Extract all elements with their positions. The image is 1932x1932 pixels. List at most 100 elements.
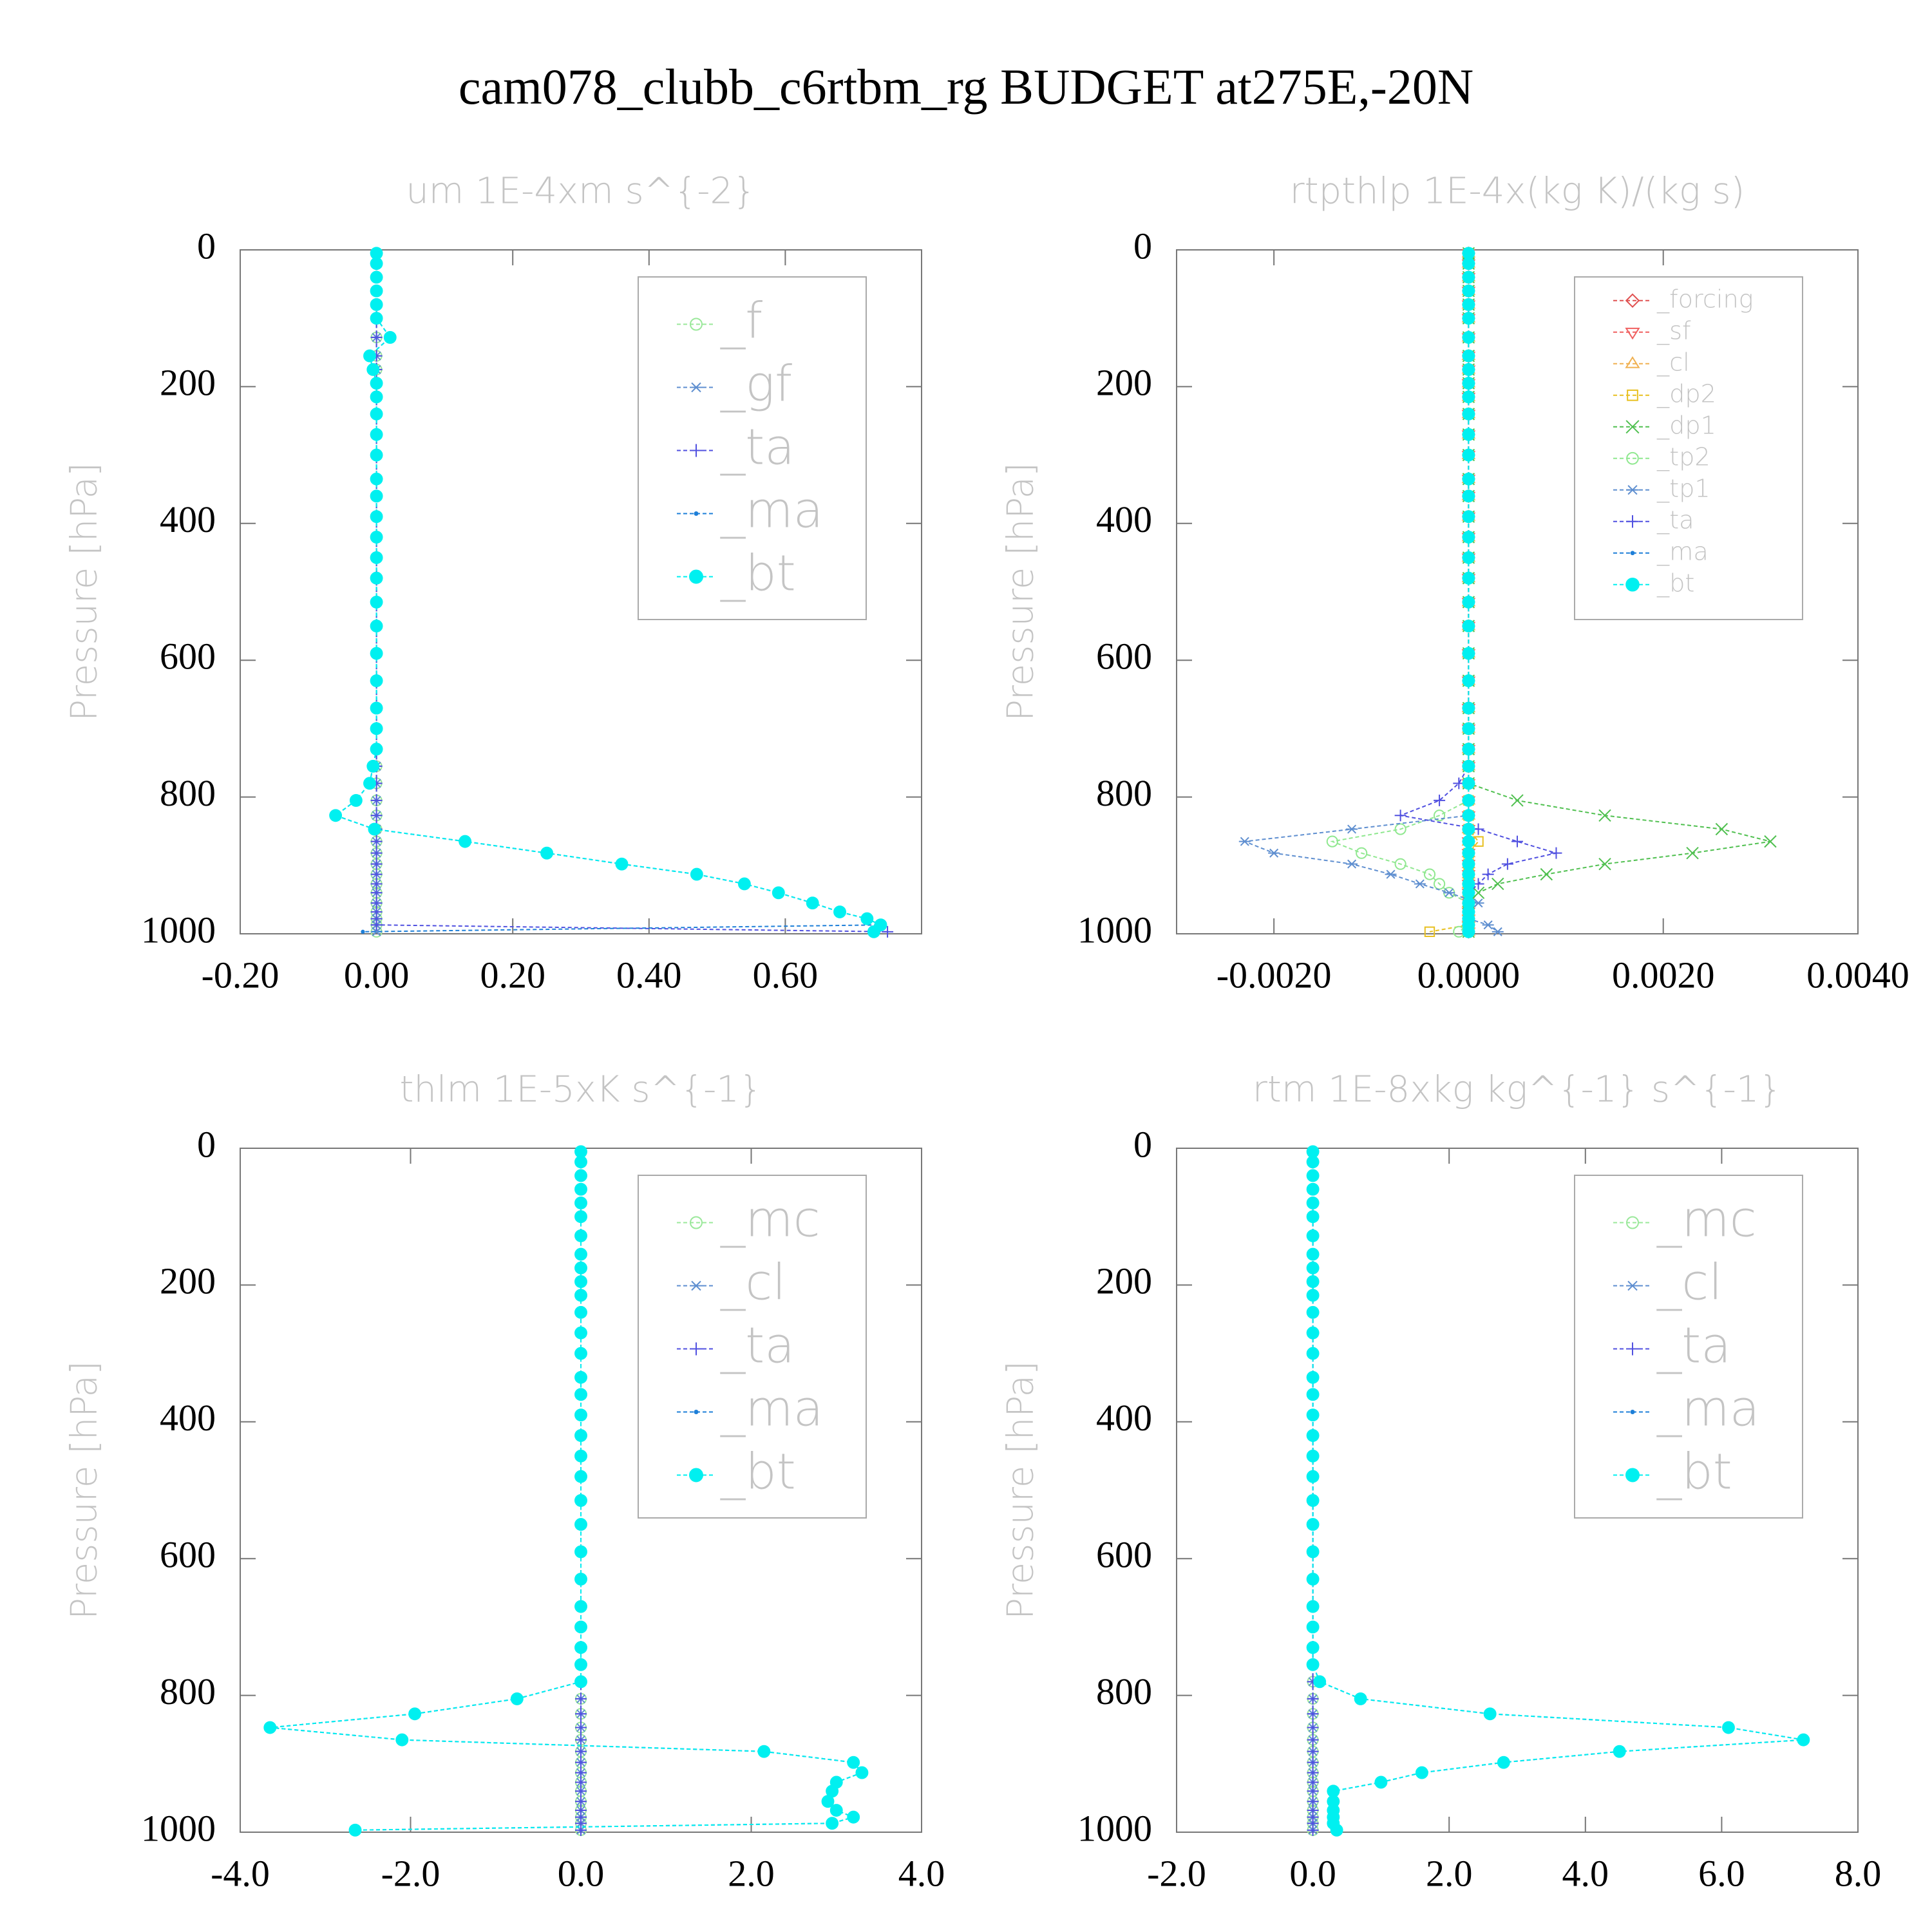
marker (1385, 869, 1397, 879)
marker (329, 809, 343, 822)
legend-label: _gf (720, 356, 792, 413)
legend-marker (690, 444, 703, 457)
x-tick-label: 0.0000 (1417, 954, 1520, 996)
marker (1613, 1745, 1626, 1758)
legend-label: _forcing (1656, 285, 1754, 314)
x-tick-label: -2.0 (381, 1852, 440, 1894)
y-tick-label: 200 (1096, 1260, 1152, 1302)
marker (1598, 857, 1611, 871)
series-line (1330, 253, 1470, 933)
legend-marker (1627, 389, 1638, 401)
legend-marker (690, 1216, 703, 1229)
marker (1511, 835, 1523, 848)
marker (370, 919, 383, 931)
marker (370, 647, 383, 660)
marker (363, 349, 376, 363)
x-tick-label: 2.0 (728, 1852, 775, 1894)
marker (1462, 472, 1475, 486)
marker (1462, 793, 1475, 807)
x-tick-label: 0.0 (1289, 1852, 1336, 1894)
marker (1686, 846, 1699, 860)
marker (370, 620, 383, 633)
marker (575, 1734, 587, 1746)
legend-marker (1626, 1342, 1639, 1356)
marker (574, 1675, 587, 1689)
marker (1306, 1388, 1320, 1401)
legend-label: _bt (1656, 569, 1694, 598)
marker (1394, 823, 1406, 835)
y-tick-label: 400 (1096, 1397, 1152, 1439)
marker (615, 857, 629, 871)
marker (737, 877, 751, 891)
marker (574, 1518, 587, 1531)
marker (574, 1388, 587, 1401)
legend-marker (690, 1342, 703, 1356)
marker (1433, 878, 1446, 890)
marker (829, 1804, 843, 1817)
marker (1462, 551, 1475, 564)
x-tick-label: 0.0 (558, 1852, 605, 1894)
marker (1434, 794, 1446, 806)
marker (370, 847, 383, 859)
legend-box (1574, 276, 1803, 620)
figure-title: cam078_clubb_c6rtbm_rg BUDGET at275E,-20… (459, 59, 1473, 115)
marker (1306, 1197, 1320, 1209)
marker (1414, 879, 1426, 889)
legend-label: _dp2 (1656, 380, 1716, 408)
marker (574, 1182, 587, 1196)
y-tick-label: 200 (1096, 362, 1152, 404)
legend-marker (1626, 485, 1639, 495)
marker (867, 925, 880, 938)
legend-marker (689, 569, 703, 584)
x-tick-label: -0.20 (202, 954, 279, 996)
marker (370, 835, 383, 848)
marker (1306, 1155, 1320, 1169)
legend-label: _f (720, 293, 762, 350)
marker (1307, 1721, 1319, 1734)
legend-marker (1625, 1468, 1640, 1482)
marker (1462, 510, 1475, 524)
y-tick-label: 0 (1133, 1123, 1152, 1165)
marker (690, 867, 703, 881)
marker (574, 1289, 587, 1302)
plot-frame (1176, 1148, 1859, 1833)
marker (1307, 1745, 1319, 1757)
marker (1306, 1449, 1320, 1463)
y-tick-label: 1000 (141, 1807, 216, 1849)
legend-marker (1630, 1410, 1635, 1414)
legend-marker (690, 382, 703, 393)
marker (1764, 835, 1777, 848)
marker (370, 887, 383, 899)
y-tick-label: 400 (1096, 498, 1152, 540)
marker (370, 257, 383, 270)
legend-marker (1625, 420, 1640, 434)
marker (1306, 1620, 1320, 1634)
x-tick-label: -4.0 (211, 1852, 270, 1894)
marker (1462, 330, 1475, 344)
marker (1306, 1305, 1320, 1319)
marker (1307, 1785, 1319, 1797)
x-tick-label: -2.0 (1147, 1852, 1206, 1894)
legend-label: _bt (1656, 1444, 1732, 1501)
x-tick-label: 4.0 (898, 1852, 945, 1894)
marker (1540, 867, 1553, 881)
legend-label: _ma (720, 482, 824, 540)
marker (1462, 620, 1475, 633)
y-tick-label: 0 (1133, 225, 1152, 267)
marker (1306, 1370, 1320, 1384)
legend-marker (1625, 356, 1640, 368)
marker (1326, 835, 1338, 848)
marker (370, 270, 383, 284)
marker (459, 835, 472, 848)
series-line (334, 253, 881, 933)
marker (1462, 489, 1475, 503)
series-line (375, 253, 888, 933)
marker (574, 1326, 587, 1340)
marker (574, 1155, 587, 1169)
marker (370, 489, 383, 503)
marker (1462, 647, 1475, 660)
marker (349, 793, 363, 807)
marker (1306, 1493, 1320, 1507)
marker (1797, 1733, 1810, 1747)
